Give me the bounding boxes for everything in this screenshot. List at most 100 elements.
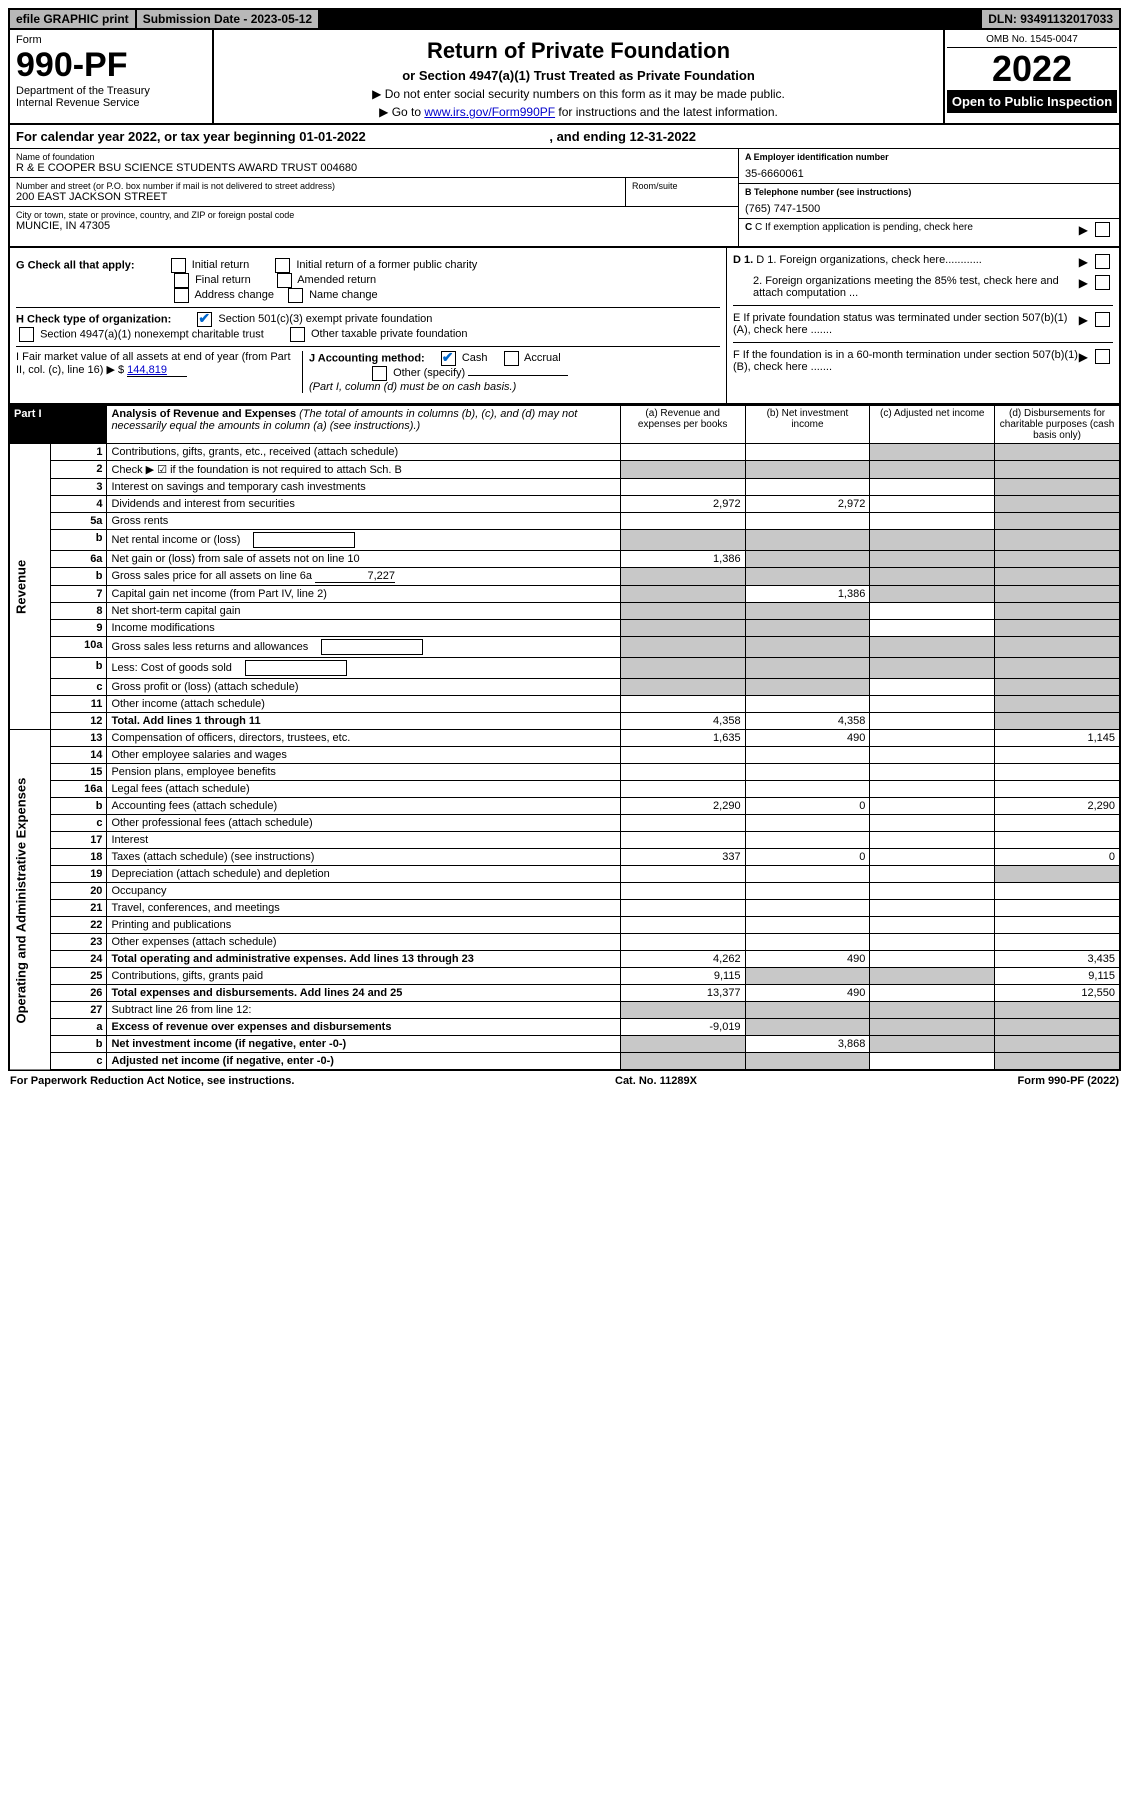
fmv-value[interactable]: 144,819 — [127, 364, 187, 377]
amount-cell — [870, 1036, 995, 1053]
accrual-checkbox[interactable] — [504, 351, 519, 366]
f-checkbox[interactable] — [1095, 349, 1110, 364]
line-description: Net investment income (if negative, ente… — [107, 1036, 620, 1053]
amount-cell — [870, 883, 995, 900]
initial-former-checkbox[interactable] — [275, 258, 290, 273]
amount-cell — [995, 513, 1120, 530]
amount-cell: 1,386 — [745, 586, 870, 603]
address-change-checkbox[interactable] — [174, 288, 189, 303]
line-number: 13 — [51, 730, 107, 747]
line-number: b — [51, 1036, 107, 1053]
part1-title: Analysis of Revenue and Expenses — [111, 408, 296, 420]
amount-cell — [620, 764, 745, 781]
amount-cell — [870, 747, 995, 764]
line-number: 25 — [51, 968, 107, 985]
amount-cell — [995, 866, 1120, 883]
ein-cell: A Employer identification number 35-6660… — [739, 149, 1119, 184]
amount-cell — [870, 985, 995, 1002]
amount-cell: 0 — [745, 798, 870, 815]
other-method-checkbox[interactable] — [372, 366, 387, 381]
table-row: 15Pension plans, employee benefits — [9, 764, 1120, 781]
name-change-checkbox[interactable] — [288, 288, 303, 303]
amount-cell: 1,145 — [995, 730, 1120, 747]
line-number: b — [51, 798, 107, 815]
amount-cell — [620, 620, 745, 637]
line-number: 4 — [51, 496, 107, 513]
table-row: 19Depreciation (attach schedule) and dep… — [9, 866, 1120, 883]
e-checkbox[interactable] — [1095, 312, 1110, 327]
amount-cell — [870, 568, 995, 586]
amount-cell: -9,019 — [620, 1019, 745, 1036]
amount-cell — [745, 444, 870, 461]
amount-cell — [745, 479, 870, 496]
initial-return-checkbox[interactable] — [171, 258, 186, 273]
amount-cell — [745, 568, 870, 586]
amount-cell — [870, 444, 995, 461]
line-number: 15 — [51, 764, 107, 781]
amended-checkbox[interactable] — [277, 273, 292, 288]
line-description: Gross rents — [107, 513, 620, 530]
amount-cell — [870, 530, 995, 551]
amount-cell — [620, 637, 745, 658]
amount-cell — [620, 1036, 745, 1053]
amount-cell: 0 — [745, 849, 870, 866]
calendar-year-row: For calendar year 2022, or tax year begi… — [8, 125, 1121, 149]
efile-label[interactable]: efile GRAPHIC print — [10, 10, 135, 28]
exemption-checkbox[interactable] — [1095, 222, 1110, 237]
revenue-side-label: Revenue — [9, 444, 51, 730]
line-number: b — [51, 658, 107, 679]
amount-cell — [870, 713, 995, 730]
amount-cell — [995, 934, 1120, 951]
amount-cell: 0 — [995, 849, 1120, 866]
line-description: Gross sales less returns and allowances — [107, 637, 620, 658]
501c3-checkbox[interactable] — [197, 312, 212, 327]
paperwork-notice: For Paperwork Reduction Act Notice, see … — [10, 1075, 294, 1087]
irs-link[interactable]: www.irs.gov/Form990PF — [424, 105, 555, 119]
amount-cell — [745, 679, 870, 696]
final-return-checkbox[interactable] — [174, 273, 189, 288]
line-number: b — [51, 530, 107, 551]
col-b-header: (b) Net investment income — [745, 406, 870, 444]
amount-cell: 4,262 — [620, 951, 745, 968]
table-row: 5aGross rents — [9, 513, 1120, 530]
part1-label: Part I — [9, 406, 107, 444]
amount-cell — [620, 917, 745, 934]
4947-checkbox[interactable] — [19, 327, 34, 342]
top-bar: efile GRAPHIC print Submission Date - 20… — [8, 8, 1121, 30]
line-number: 16a — [51, 781, 107, 798]
amount-cell — [620, 866, 745, 883]
amount-cell — [745, 883, 870, 900]
col-a-header: (a) Revenue and expenses per books — [620, 406, 745, 444]
amount-cell — [620, 815, 745, 832]
table-row: 9Income modifications — [9, 620, 1120, 637]
table-row: aExcess of revenue over expenses and dis… — [9, 1019, 1120, 1036]
amount-cell — [995, 637, 1120, 658]
line-number: 7 — [51, 586, 107, 603]
amount-cell — [745, 551, 870, 568]
amount-cell — [745, 1002, 870, 1019]
cash-checkbox[interactable] — [441, 351, 456, 366]
amount-cell — [995, 832, 1120, 849]
d1-checkbox[interactable] — [1095, 254, 1110, 269]
amount-cell: 3,435 — [995, 951, 1120, 968]
table-row: Operating and Administrative Expenses13C… — [9, 730, 1120, 747]
line-description: Legal fees (attach schedule) — [107, 781, 620, 798]
e-row: E If private foundation status was termi… — [733, 305, 1113, 336]
amount-cell — [745, 764, 870, 781]
d2-checkbox[interactable] — [1095, 275, 1110, 290]
amount-cell: 2,972 — [745, 496, 870, 513]
year-end: 12-31-2022 — [630, 129, 697, 144]
amount-cell: 3,868 — [745, 1036, 870, 1053]
amount-cell — [745, 866, 870, 883]
line-number: 10a — [51, 637, 107, 658]
amount-cell — [995, 883, 1120, 900]
other-taxable-checkbox[interactable] — [290, 327, 305, 342]
amount-cell — [870, 551, 995, 568]
line-description: Net rental income or (loss) — [107, 530, 620, 551]
amount-cell — [870, 496, 995, 513]
footer: For Paperwork Reduction Act Notice, see … — [8, 1071, 1121, 1091]
amount-cell — [870, 658, 995, 679]
amount-cell — [870, 1002, 995, 1019]
amount-cell — [620, 883, 745, 900]
amount-cell — [870, 603, 995, 620]
